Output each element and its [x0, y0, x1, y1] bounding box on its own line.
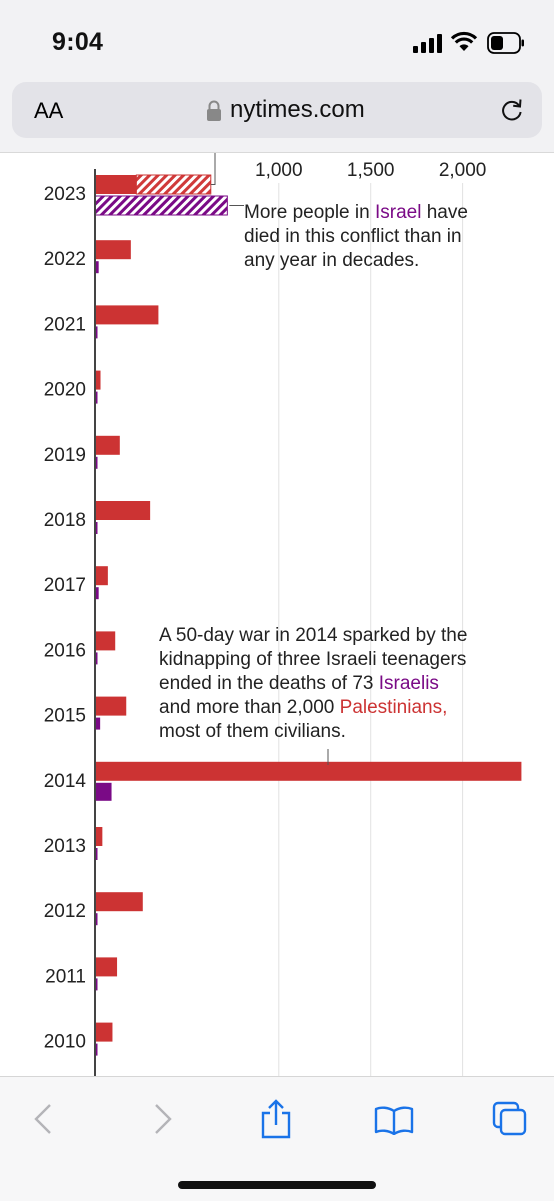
year-label: 2015 — [44, 706, 86, 727]
year-label: 2019 — [44, 445, 86, 466]
bar-israelis-2020 — [95, 391, 98, 404]
address-bar[interactable]: AA nytimes.com — [12, 82, 542, 138]
bar-israelis-2019 — [95, 456, 98, 469]
bar-palestinians-2022 — [95, 240, 131, 260]
bookmarks-icon[interactable] — [374, 1105, 414, 1135]
x-tick-label: 1,000 — [255, 160, 303, 181]
annotation-2023: More people in Israel have died in this … — [244, 202, 468, 271]
signal-icon — [413, 34, 442, 53]
bar-palestinians-2014 — [95, 761, 522, 781]
bar-israelis-2017 — [95, 587, 99, 600]
share-icon[interactable] — [260, 1099, 292, 1139]
bar-israelis-2016 — [95, 652, 98, 665]
battery-icon — [487, 32, 524, 54]
bar-israelis-2010 — [95, 1043, 98, 1056]
bar-israelis-2023-reported — [94, 195, 228, 216]
bar-palestinians-2021 — [95, 305, 159, 325]
status-bar: 9:04 — [0, 0, 554, 80]
bars — [94, 169, 522, 1076]
bar-palestinians-2023-reported — [135, 174, 212, 195]
bar-israelis-2011 — [95, 978, 98, 991]
x-tick-label: 1,500 — [347, 160, 395, 181]
year-label: 2018 — [44, 510, 86, 531]
bar-palestinians-2011 — [95, 957, 118, 977]
reader-options-button[interactable]: AA — [34, 98, 64, 123]
url-text: nytimes.com — [230, 96, 365, 123]
lock-icon — [207, 100, 221, 121]
year-label: 2016 — [44, 640, 86, 661]
bar-israelis-2014 — [95, 782, 112, 801]
tabs-icon[interactable] — [492, 1101, 528, 1137]
forward-icon[interactable] — [152, 1103, 174, 1135]
wifi-icon — [450, 31, 478, 51]
year-label: 2011 — [45, 966, 86, 987]
home-indicator — [178, 1181, 376, 1189]
x-axis-ticks: 1,000 1,500 2,000 — [255, 160, 486, 181]
year-label: 2012 — [44, 901, 86, 922]
year-label: 2020 — [44, 380, 86, 401]
year-label: 2022 — [44, 249, 86, 270]
bar-palestinians-2010 — [95, 1022, 113, 1042]
leader-2023-palestinians — [211, 153, 216, 185]
bar-israelis-2013 — [95, 848, 98, 860]
year-label: 2023 — [44, 184, 86, 205]
year-label: 2014 — [44, 771, 87, 792]
address-area: AA nytimes.com — [0, 80, 554, 153]
bar-israelis-2021 — [95, 326, 98, 339]
year-labels: 2023 2022 2021 2020 2019 2018 2017 2016 2015 2014… — [44, 184, 87, 1053]
x-tick-label: 2,000 — [439, 160, 487, 181]
back-icon[interactable] — [32, 1103, 54, 1135]
reload-icon[interactable] — [498, 96, 526, 124]
browser-toolbar — [0, 1076, 554, 1201]
annotation-leaders — [211, 153, 329, 765]
bar-israelis-2012 — [95, 913, 98, 926]
bar-palestinians-2018 — [95, 501, 151, 520]
year-label: 2010 — [44, 1032, 86, 1053]
casualties-bar-chart: 1,000 1,500 2,000 2023 2022 2021 2020 2019 2018… — [44, 153, 522, 1076]
bar-palestinians-2023-confirmed — [95, 175, 137, 194]
bar-palestinians-2017 — [95, 566, 108, 586]
bar-palestinians-2020 — [95, 370, 101, 390]
bar-palestinians-2016 — [95, 631, 116, 651]
bar-palestinians-2019 — [95, 435, 120, 455]
annotation-2014: A 50-day war in 2014 sparked by the kidn… — [159, 625, 468, 742]
bar-palestinians-2015 — [95, 696, 127, 716]
clock: 9:04 — [52, 28, 104, 56]
year-label: 2017 — [44, 575, 86, 596]
gridlines — [278, 183, 464, 1076]
bar-palestinians-2012 — [95, 892, 143, 912]
bar-israelis-2022 — [95, 261, 99, 274]
year-label: 2013 — [44, 836, 86, 857]
bar-israelis-2015 — [95, 717, 101, 730]
bar-israelis-2018 — [95, 522, 98, 534]
bar-palestinians-2013 — [95, 827, 103, 846]
year-label: 2021 — [44, 314, 86, 335]
